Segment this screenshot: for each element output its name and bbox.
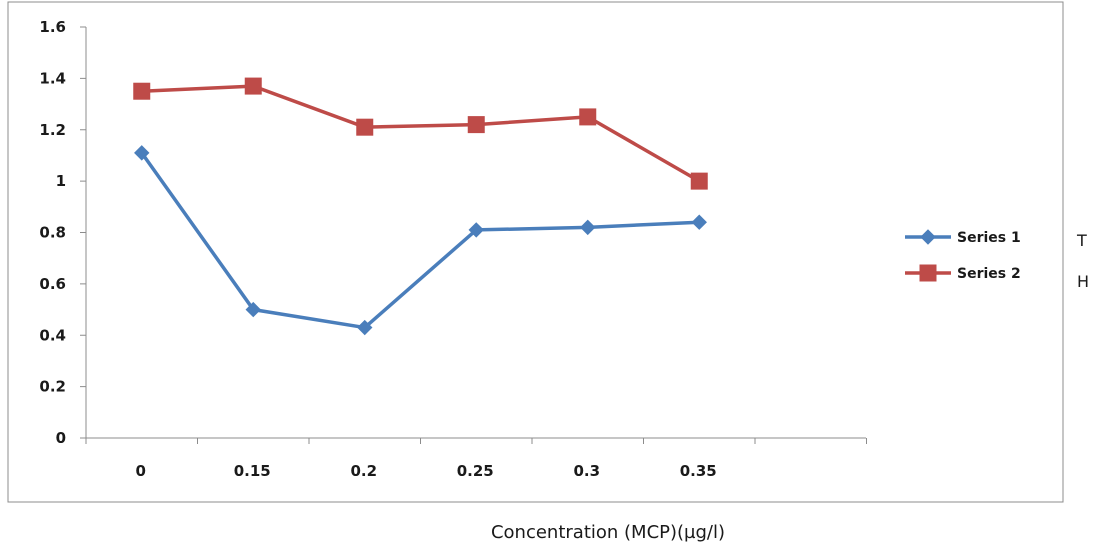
y-tick-label: 0.2: [39, 378, 66, 396]
series-2-point: [244, 77, 262, 95]
x-tick-label: 0.35: [680, 462, 717, 480]
legend-label: Series 2: [957, 266, 1021, 282]
y-tick-label: 0.8: [39, 224, 66, 242]
legend-swatch-marker: [919, 264, 937, 282]
x-tick-label: 0.3: [573, 462, 600, 480]
plot-area: 0 0.2 0.4 0.6 0.8 1 1.2 1.4 1.6 0 0.15 0.2 0.25 0.3 0.…: [39, 18, 867, 480]
series-1-point: [357, 319, 373, 336]
x-tick-label: 0: [136, 462, 146, 480]
y-tick-label: 1: [56, 172, 66, 190]
series-2-point: [356, 118, 374, 136]
legend-side-label: T: [1076, 231, 1087, 250]
x-tick-label: 0.15: [234, 462, 271, 480]
y-tick-label: 1.6: [39, 18, 66, 36]
x-tick-label: 0.2: [350, 462, 377, 480]
series-1-point: [691, 214, 707, 230]
x-tick-label: 0.25: [457, 462, 494, 480]
y-tick-label: 0: [56, 429, 66, 447]
y-tick-label: 1.4: [39, 69, 66, 87]
y-tick-label: 0.4: [39, 326, 66, 344]
y-tick-label: 1.2: [39, 121, 66, 139]
legend-side-label: H: [1077, 272, 1089, 291]
y-tick-label: 0.6: [39, 275, 66, 293]
series-2-line: [141, 84, 701, 183]
chart-area-border: [7, 1, 1064, 503]
series-1-point: [245, 301, 261, 318]
legend-label: Series 1: [957, 230, 1021, 246]
series-2-point: [690, 172, 708, 190]
series-2-point: [133, 82, 151, 100]
series-2-point: [579, 108, 597, 126]
series-1-point: [580, 219, 596, 236]
series-1-line: [140, 151, 700, 330]
legend: Series 1 T Series 2 H: [905, 229, 1089, 291]
series-1-point: [134, 145, 150, 161]
series-1-point: [468, 222, 484, 238]
series-2-point: [467, 116, 485, 134]
legend-swatch-marker: [920, 229, 936, 245]
x-axis-title: Concentration (MCP)(µg/l): [491, 522, 725, 543]
